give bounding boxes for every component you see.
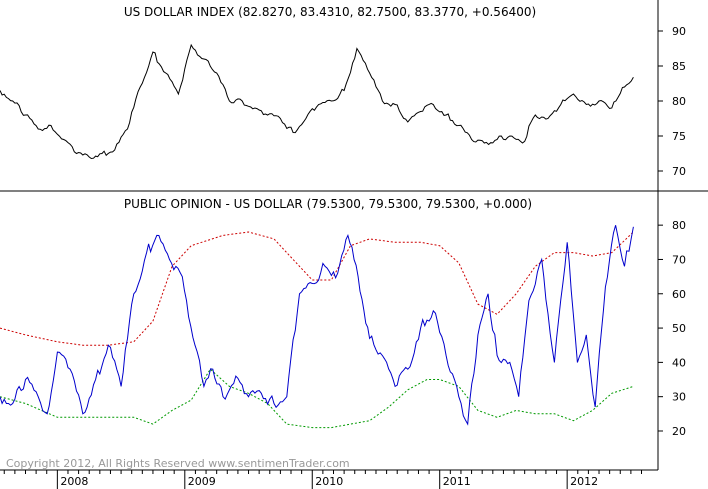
y-tick-label: 80 — [672, 95, 686, 108]
top-y-axis-ticks: 70 75 80 85 90 — [658, 25, 686, 178]
upper-band-line — [0, 231, 634, 346]
x-year-label: 2011 — [443, 475, 471, 488]
x-year-label: 2012 — [570, 475, 598, 488]
y-tick-label: 70 — [672, 165, 686, 178]
bottom-panel-title: PUBLIC OPINION - US DOLLAR (79.5300, 79.… — [124, 197, 532, 211]
y-tick-label: 90 — [672, 25, 686, 38]
y-tick-label: 30 — [672, 391, 686, 404]
x-axis-ticks — [3, 470, 643, 489]
public-opinion-panel: PUBLIC OPINION - US DOLLAR (79.5300, 79.… — [0, 197, 686, 438]
dollar-index-line — [0, 43, 634, 160]
x-year-label: 2010 — [315, 475, 343, 488]
y-tick-label: 50 — [672, 322, 686, 335]
y-tick-label: 70 — [672, 253, 686, 266]
lower-band-line — [0, 368, 634, 429]
x-year-label: 2008 — [60, 475, 88, 488]
y-tick-label: 75 — [672, 130, 686, 143]
top-panel-title: US DOLLAR INDEX (82.8270, 83.4310, 82.75… — [124, 5, 536, 19]
bottom-y-axis-ticks: 20 30 40 50 60 70 80 — [658, 219, 686, 438]
x-axis-labels: 2008 2009 2010 2011 2012 — [60, 475, 598, 488]
x-year-label: 2009 — [188, 475, 216, 488]
y-tick-label: 80 — [672, 219, 686, 232]
y-tick-label: 60 — [672, 288, 686, 301]
y-tick-label: 40 — [672, 356, 686, 369]
public-opinion-line — [0, 225, 634, 426]
y-tick-label: 85 — [672, 60, 686, 73]
copyright-footer: Copyright 2012, All Rights Reserved www.… — [6, 457, 350, 470]
y-tick-label: 20 — [672, 425, 686, 438]
dollar-index-panel: US DOLLAR INDEX (82.8270, 83.4310, 82.75… — [0, 5, 686, 178]
